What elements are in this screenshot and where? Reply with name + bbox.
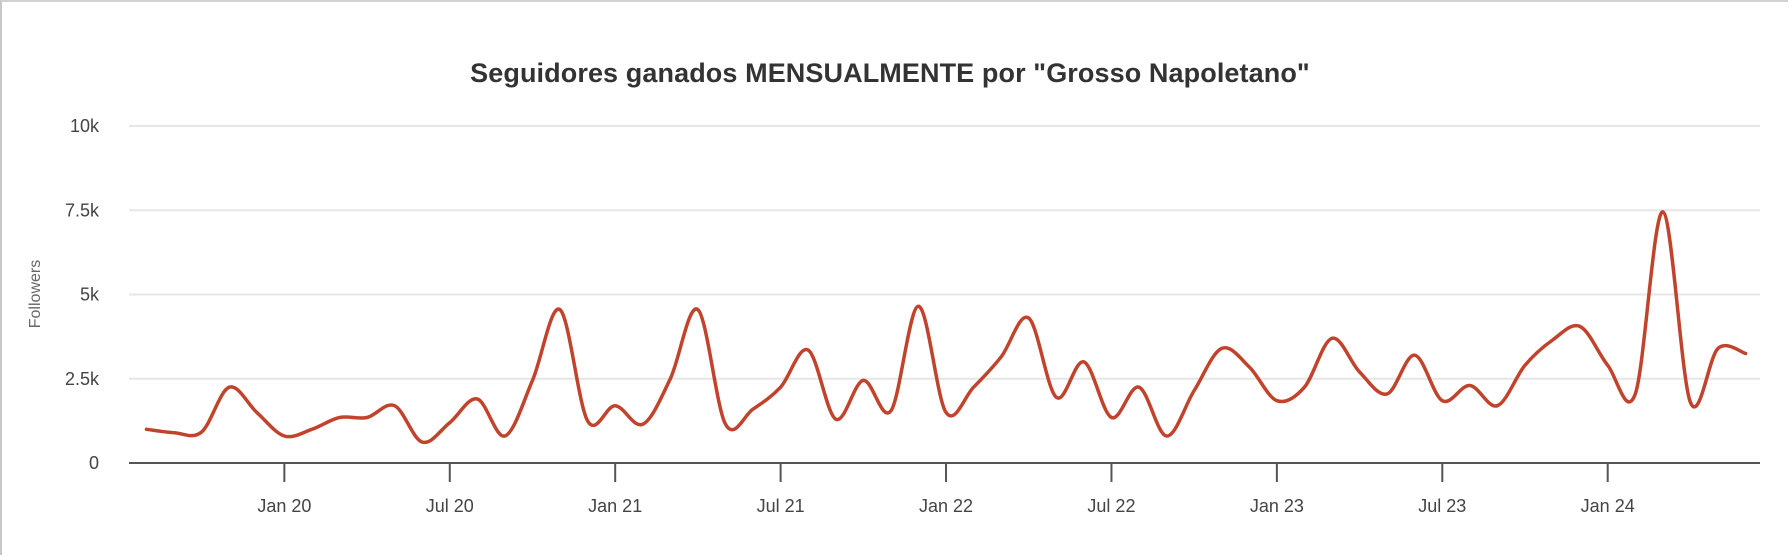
x-tick-label: Jul 22 [1087,496,1135,516]
x-tick-label: Jan 21 [588,496,642,516]
x-tick-label: Jul 20 [426,496,474,516]
chart-title: Seguidores ganados MENSUALMENTE por "Gro… [470,58,1310,88]
x-axis: Jan 20 Jul 20 Jan 21 Jul 21 Jan 22 Jul 22 Jan … [129,462,1760,516]
y-tick-label: 5k [80,285,100,305]
y-tick-label: 7.5k [65,200,100,220]
gridlines [129,125,1760,380]
y-tick-label: 2.5k [65,369,100,389]
x-tick-label: Jan 20 [257,496,311,516]
y-axis-ticks: 0 2.5k 5k 7.5k 10k [65,116,100,473]
x-tick-label: Jan 23 [1250,496,1304,516]
x-tick-label: Jul 21 [757,496,805,516]
x-tick-label: Jan 22 [919,496,973,516]
series-line-followers[interactable] [144,210,1748,445]
x-tick-label: Jan 24 [1581,496,1635,516]
x-tick-label: Jul 23 [1418,496,1466,516]
y-tick-label: 0 [89,453,99,473]
y-tick-label: 10k [70,116,100,136]
